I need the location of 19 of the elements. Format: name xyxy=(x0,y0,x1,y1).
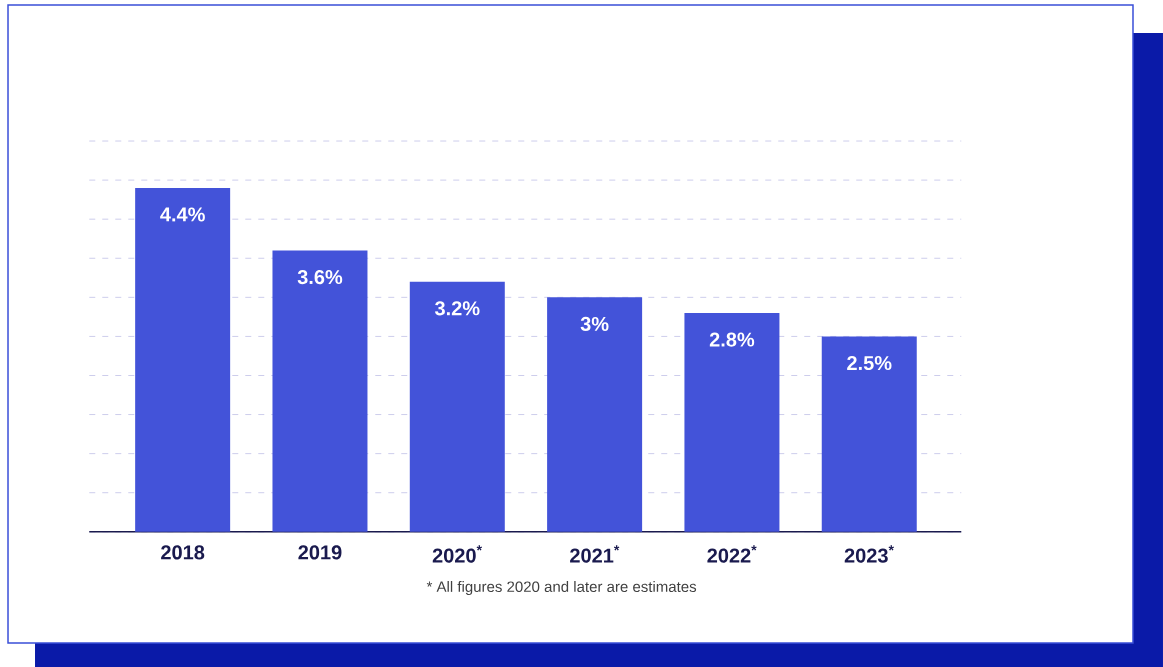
x-tick-label: 2022$^{*}$ xyxy=(707,545,757,563)
x-tick-label: 2023$^{*}$ xyxy=(844,545,894,563)
bar xyxy=(547,297,643,532)
bar xyxy=(821,336,917,532)
bar xyxy=(135,187,231,532)
data-label: 3% xyxy=(580,316,609,332)
bar xyxy=(272,250,368,532)
x-tick-label: 2020$^{*}$ xyxy=(432,545,482,563)
x-tick-label: 2021$^{*}$ xyxy=(570,545,620,563)
data-label: 2.5% xyxy=(847,355,892,371)
bar xyxy=(684,312,780,532)
x-tick-label: 2019 xyxy=(298,545,342,560)
data-label: 2.8% xyxy=(709,332,755,347)
data-label: 3.6% xyxy=(297,269,343,285)
text: * All figures 2020 and later are estimates xyxy=(426,581,697,595)
data-label: 3.2% xyxy=(434,301,480,316)
x-tick-label: 2018 xyxy=(161,545,205,560)
bar xyxy=(409,281,505,532)
data-label: 4.4% xyxy=(160,207,205,222)
